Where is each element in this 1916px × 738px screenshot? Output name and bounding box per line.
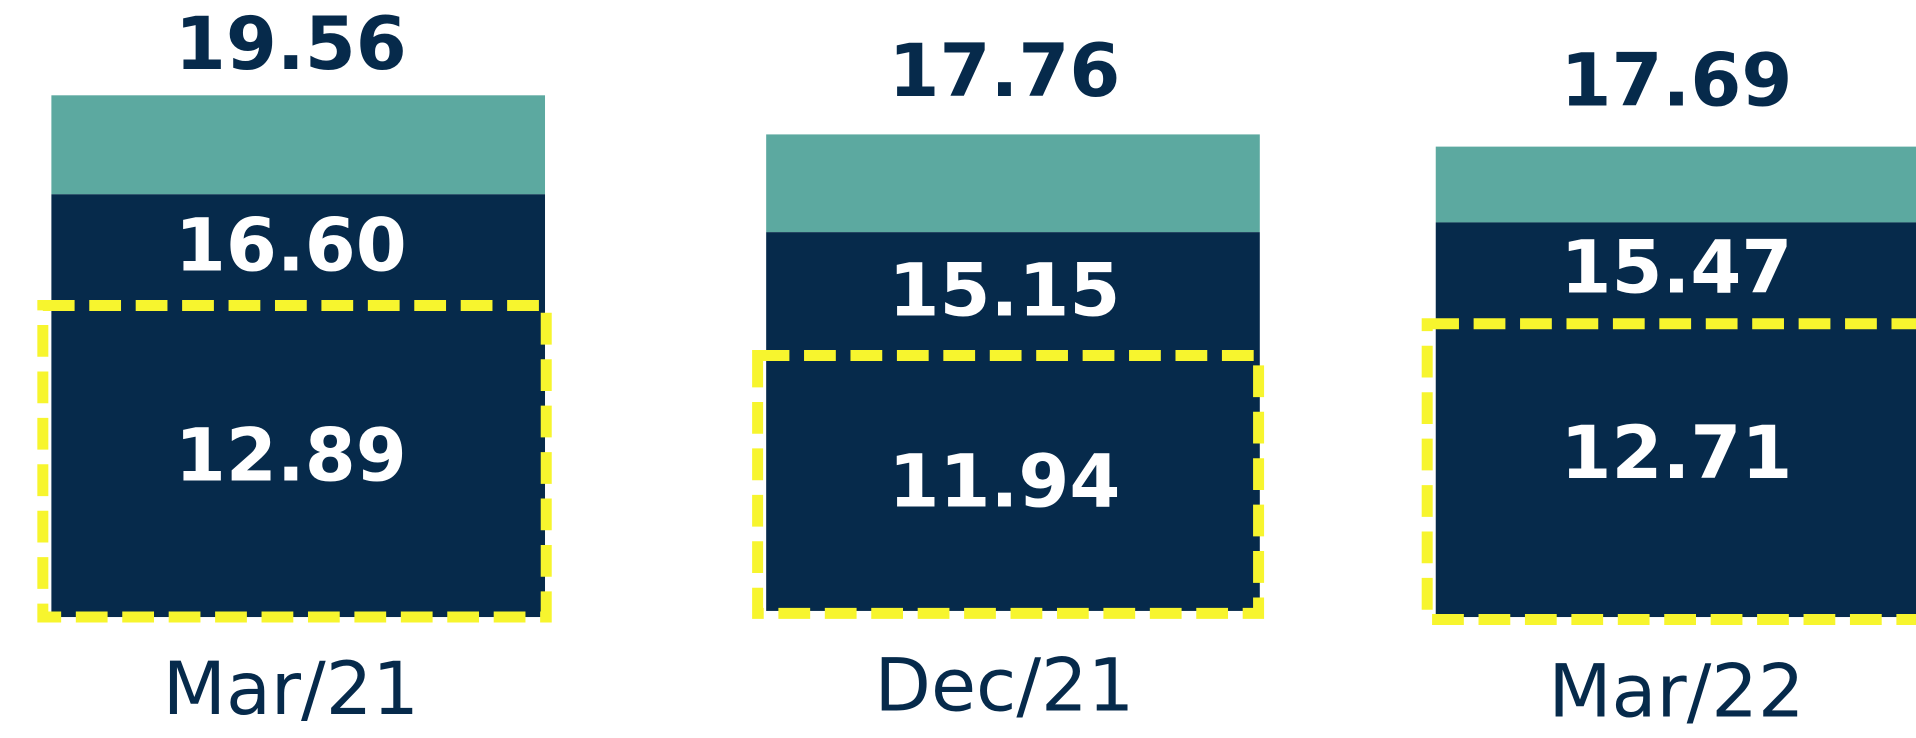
- bar-base-segment: [51, 194, 546, 618]
- highlight-box: [1421, 318, 1916, 625]
- total-label: 19.56: [175, 2, 407, 87]
- category-label: Mar/21: [163, 647, 419, 732]
- total-label: 17.69: [1561, 39, 1793, 124]
- bar-top-segment: [766, 134, 1260, 233]
- highlight-box: [37, 299, 552, 623]
- category-label: Dec/21: [875, 643, 1135, 728]
- bar-base-segment: [766, 232, 1260, 611]
- category-label: Mar/22: [1548, 649, 1804, 734]
- bar-top-segment: [1435, 146, 1916, 223]
- bottom-label: 12.89: [175, 414, 407, 499]
- middle-label: 15.47: [1561, 225, 1793, 310]
- bottom-label: 12.71: [1561, 411, 1793, 496]
- middle-label: 16.60: [175, 203, 407, 288]
- bar-base-segment: [1435, 222, 1916, 618]
- middle-label: 15.15: [889, 249, 1121, 334]
- highlight-box: [752, 350, 1265, 619]
- total-label: 17.76: [889, 29, 1121, 114]
- bar-top-segment: [51, 95, 546, 195]
- bottom-label: 11.94: [889, 439, 1121, 524]
